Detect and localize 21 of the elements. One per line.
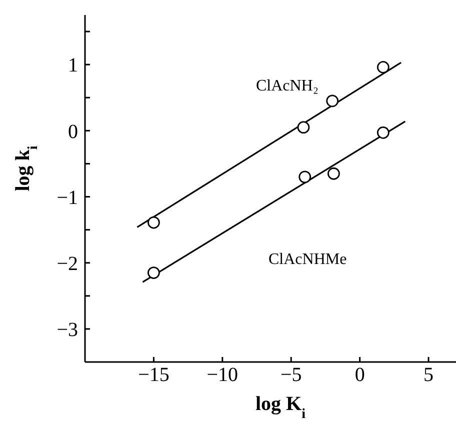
point xyxy=(297,121,310,134)
y-tick-label: 1 xyxy=(68,54,78,77)
point xyxy=(376,126,390,139)
x-tick-label: −10 xyxy=(206,364,238,386)
x-tick-label: −15 xyxy=(138,364,170,386)
y-tick-label: −2 xyxy=(56,252,78,275)
x-tick-label: 0 xyxy=(354,364,365,386)
y-tick-label: −1 xyxy=(56,186,78,209)
y-tick-label: 0 xyxy=(68,120,78,143)
annotation: ClAcNH₂ xyxy=(256,77,318,94)
point xyxy=(148,216,160,229)
point xyxy=(328,167,340,180)
annotation: ClAcNHMe xyxy=(268,250,347,268)
x-tick-label: 5 xyxy=(424,364,434,386)
point xyxy=(298,170,312,184)
point xyxy=(326,94,339,108)
point xyxy=(148,266,160,279)
x-axis-title: log K$_{i}$ xyxy=(255,393,306,422)
point xyxy=(376,61,390,74)
y-tick-label: −3 xyxy=(56,319,78,342)
x-tick-label: −5 xyxy=(280,364,302,386)
